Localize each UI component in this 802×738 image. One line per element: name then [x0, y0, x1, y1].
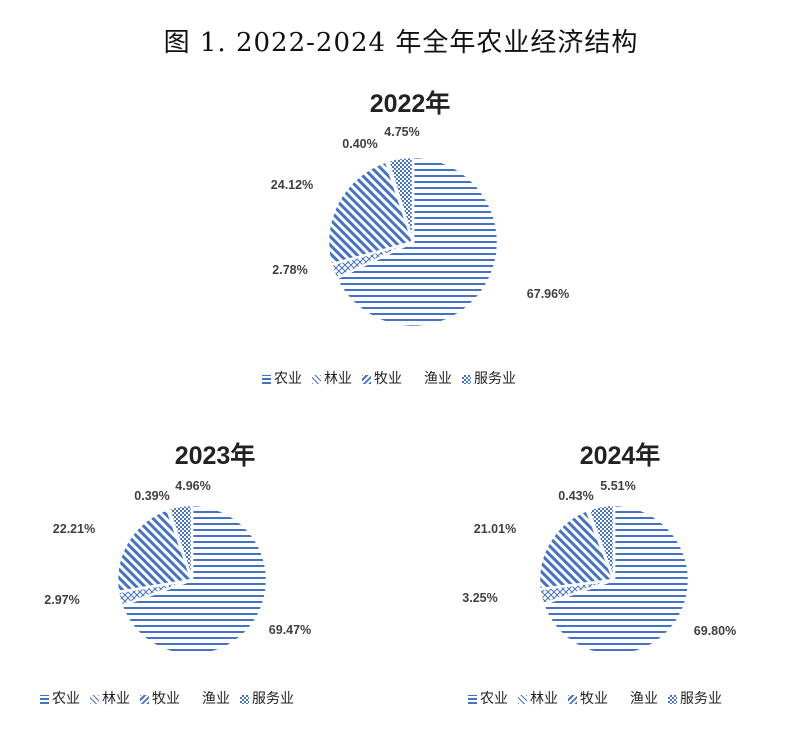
data-label-husbandry: 22.21%	[53, 522, 95, 536]
legend-item-forestry: 林业	[518, 688, 558, 708]
legend-item-service: 服务业	[668, 688, 722, 708]
legend-swatch	[362, 374, 371, 384]
data-label-agriculture: 69.47%	[269, 623, 311, 637]
legend-swatch	[140, 694, 149, 704]
chart-legend: 农业 林业 牧业 渔业 服务业	[40, 688, 304, 708]
legend-label: 渔业	[202, 691, 230, 707]
legend-swatch	[412, 374, 421, 384]
legend-item-fishery: 渔业	[412, 368, 452, 388]
figure-title: 图 1. 2022-2024 年全年农业经济结构	[163, 28, 639, 58]
data-label-husbandry: 21.01%	[474, 522, 516, 536]
legend-swatch	[462, 374, 471, 384]
legend-label: 渔业	[424, 371, 452, 387]
slice-service	[167, 503, 194, 581]
data-label-agriculture: 67.96%	[527, 287, 569, 301]
legend-label: 服务业	[680, 691, 722, 707]
legend-label: 林业	[102, 691, 130, 707]
data-label-agriculture: 69.80%	[694, 624, 736, 638]
legend-item-husbandry: 牧业	[568, 688, 608, 708]
chart-title: 2022年	[369, 90, 451, 118]
legend-swatch	[262, 374, 271, 384]
slice-husbandry	[537, 508, 616, 591]
data-label-fishery: 0.43%	[558, 489, 593, 503]
legend-label: 服务业	[252, 691, 294, 707]
legend-label: 渔业	[630, 691, 658, 707]
legend-swatch	[518, 694, 527, 704]
legend-item-husbandry: 牧业	[362, 368, 402, 388]
slice-agriculture	[119, 503, 269, 657]
pie-chart-2022: 2022年 67.96% 2.78% 24.12% 0.40% 4.75% 农业 林业 牧业…	[210, 76, 610, 396]
pie-plot: 67.96% 2.78% 24.12% 0.40% 4.75%	[271, 125, 569, 329]
legend-swatch	[668, 694, 677, 704]
legend-label: 农业	[52, 691, 80, 707]
legend-swatch	[568, 694, 577, 704]
legend-item-agriculture: 农业	[40, 688, 80, 708]
slice-agriculture	[334, 155, 500, 329]
legend-swatch	[618, 694, 627, 704]
legend-label: 农业	[274, 371, 302, 387]
legend-label: 牧业	[374, 371, 402, 387]
slice-agriculture	[541, 503, 691, 657]
data-label-husbandry: 24.12%	[271, 178, 313, 192]
legend-item-fishery: 渔业	[190, 688, 230, 708]
legend-item-service: 服务业	[240, 688, 294, 708]
legend-swatch	[240, 694, 249, 704]
slice-service	[586, 503, 616, 581]
data-label-fishery: 0.39%	[134, 489, 169, 503]
legend-item-forestry: 林业	[312, 368, 352, 388]
data-label-service: 5.51%	[600, 479, 635, 493]
slice-service	[386, 155, 415, 243]
chart-title: 2023年	[174, 442, 256, 470]
legend-item-husbandry: 牧业	[140, 688, 180, 708]
legend-swatch	[190, 694, 199, 704]
pie-chart-2023: 2023年 69.47% 2.97% 22.21% 0.39% 4.96% 农业 林业 牧业…	[20, 430, 420, 730]
legend-label: 牧业	[580, 691, 608, 707]
chart-title: 2024年	[579, 442, 661, 470]
pie-plot: 69.47% 2.97% 22.21% 0.39% 4.96%	[44, 479, 311, 657]
legend-label: 林业	[324, 371, 352, 387]
chart-legend: 农业 林业 牧业 渔业 服务业	[468, 688, 732, 708]
chart-legend: 农业 林业 牧业 渔业 服务业	[262, 368, 526, 388]
legend-item-service: 服务业	[462, 368, 516, 388]
data-label-fishery: 0.40%	[342, 137, 377, 151]
slice-husbandry	[326, 159, 415, 267]
data-label-service: 4.75%	[384, 125, 419, 139]
legend-swatch	[90, 694, 99, 704]
legend-label: 牧业	[152, 691, 180, 707]
legend-item-fishery: 渔业	[618, 688, 658, 708]
legend-label: 林业	[530, 691, 558, 707]
legend-swatch	[312, 374, 321, 384]
data-label-forestry: 2.97%	[44, 593, 79, 607]
legend-swatch	[40, 694, 49, 704]
pie-plot: 69.80% 3.25% 21.01% 0.43% 5.51%	[462, 479, 736, 657]
legend-label: 服务业	[474, 371, 516, 387]
pie-chart-2024: 2024年 69.80% 3.25% 21.01% 0.43% 5.51% 农业 林业 牧业…	[440, 430, 800, 730]
data-label-forestry: 2.78%	[272, 263, 307, 277]
legend-item-agriculture: 农业	[468, 688, 508, 708]
legend-item-forestry: 林业	[90, 688, 130, 708]
legend-item-agriculture: 农业	[262, 368, 302, 388]
data-label-forestry: 3.25%	[462, 591, 497, 605]
legend-label: 农业	[480, 691, 508, 707]
legend-swatch	[468, 694, 477, 704]
data-label-service: 4.96%	[175, 479, 210, 493]
